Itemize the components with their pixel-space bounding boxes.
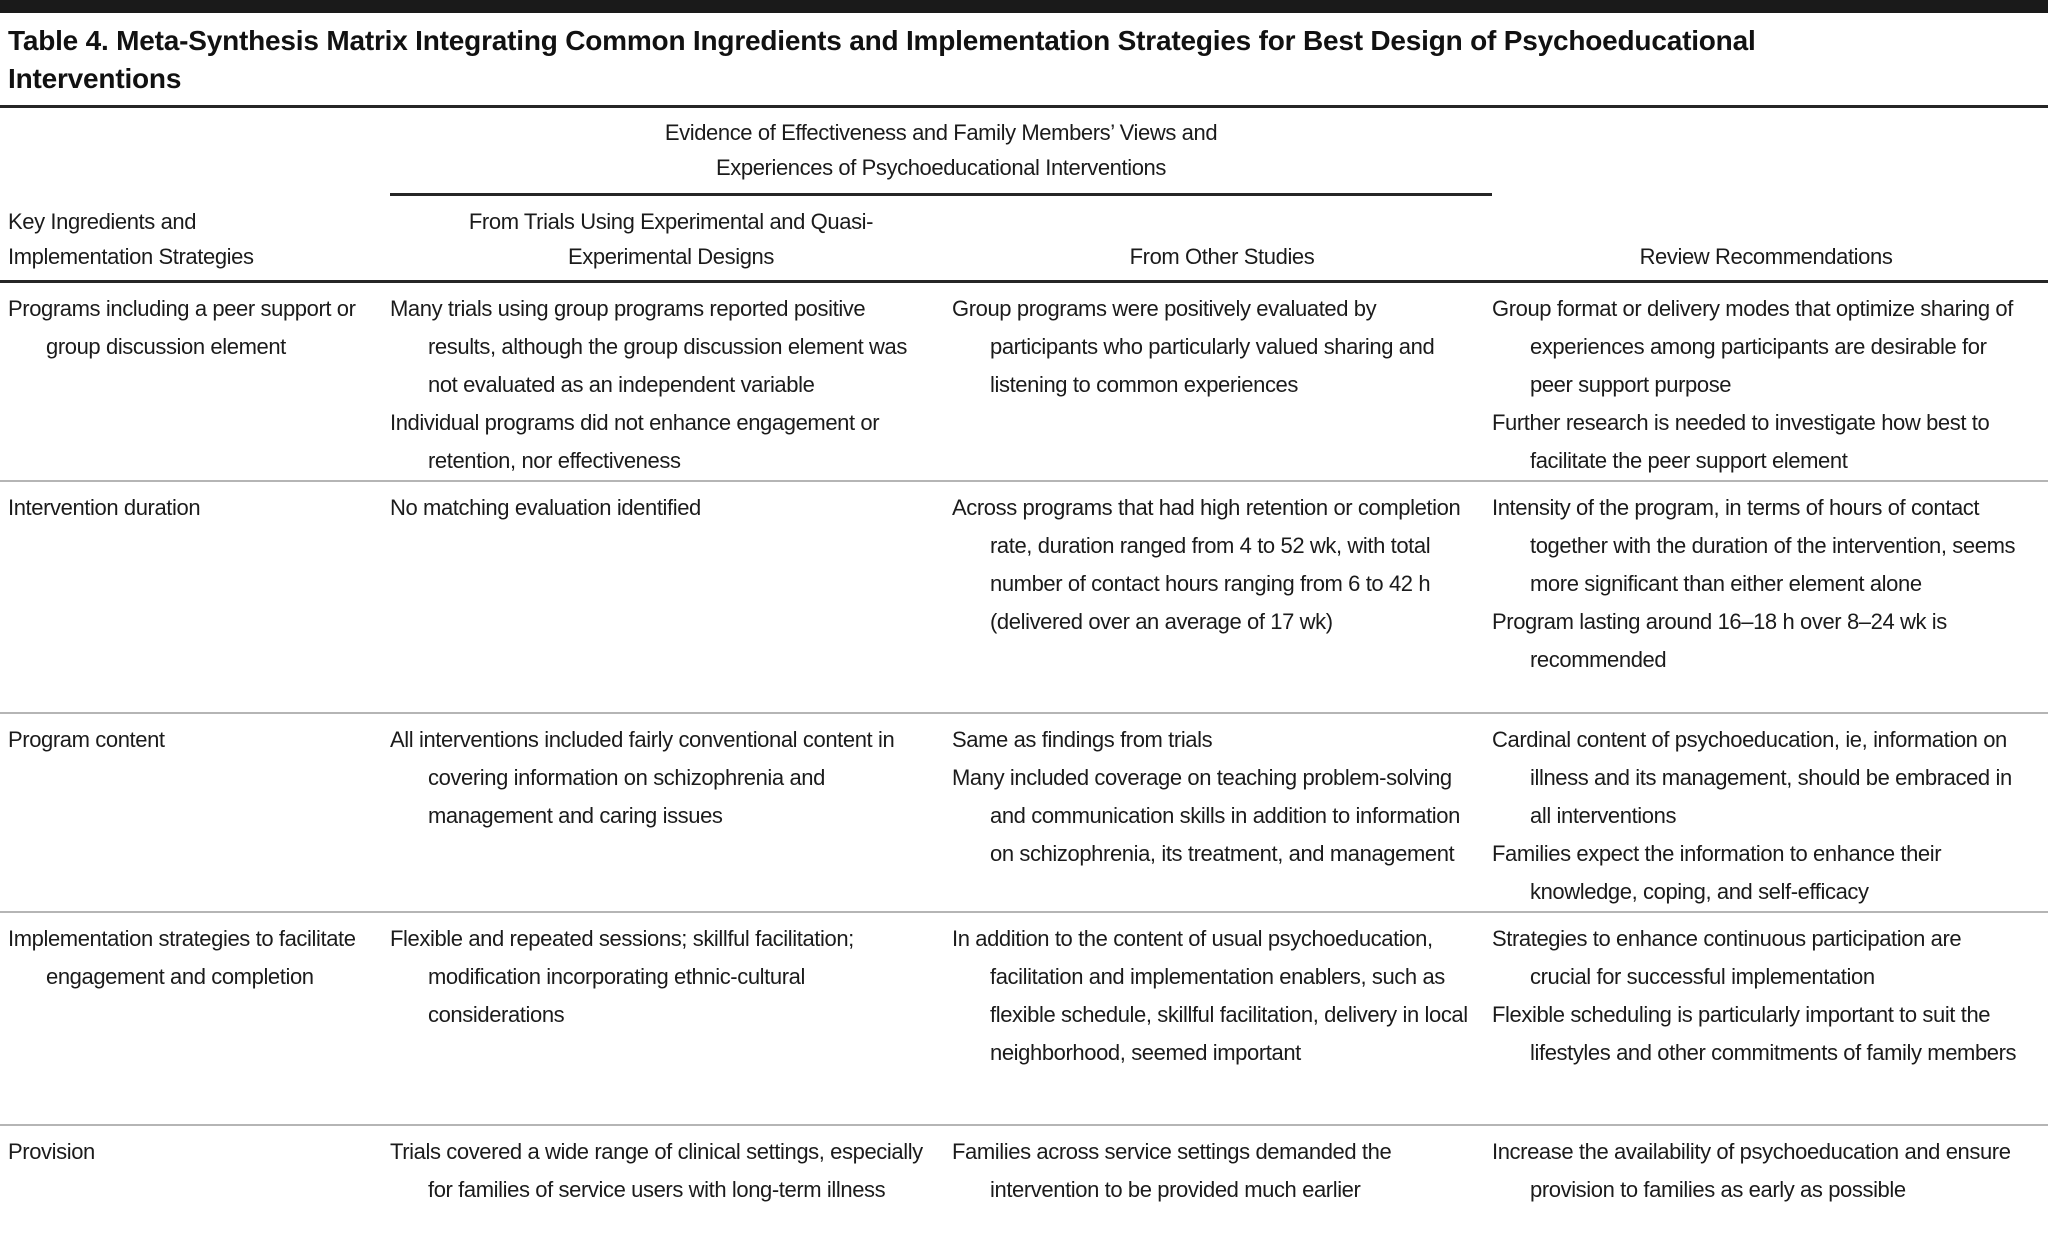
cell-paragraph: Individual programs did not enhance enga… (390, 410, 880, 473)
cell-paragraph: Strategies to enhance continuous partici… (1492, 926, 1962, 989)
cell-paragraph: Same as findings from trials (952, 727, 1213, 752)
cell-ingredient: Implementation strategies to facilitate … (8, 913, 380, 1124)
table-title: Table 4. Meta-Synthesis Matrix Integrati… (8, 25, 1756, 94)
cell-trials: No matching evaluation identified (390, 482, 952, 712)
cell-trials: Many trials using group programs reporte… (390, 283, 952, 480)
cell-paragraph: All interventions included fairly conven… (390, 727, 895, 828)
cell-paragraph: Families expect the information to enhan… (1492, 841, 1942, 904)
cell-other-studies: Across programs that had high retention … (952, 482, 1492, 712)
cell-recommendations: Cardinal content of psychoeducation, ie,… (1492, 714, 2040, 911)
cell-recommendations: Increase the availability of psychoeduca… (1492, 1126, 2040, 1234)
cell-other-studies: In addition to the content of usual psyc… (952, 913, 1492, 1124)
ingredient-text: Programs including a peer support or gro… (8, 296, 356, 359)
cell-paragraph: Group programs were positively evaluated… (952, 296, 1435, 397)
column-header-key-ingredients: Key Ingredients and Implementation Strat… (8, 209, 254, 269)
column-header-from-trials: From Trials Using Experimental and Quasi… (461, 196, 881, 280)
cell-paragraph: In addition to the content of usual psyc… (952, 926, 1468, 1065)
cell-trials: Trials covered a wide range of clinical … (390, 1126, 952, 1234)
ingredient-text: Program content (8, 727, 165, 752)
cell-recommendations: Group format or delivery modes that opti… (1492, 283, 2040, 480)
cell-ingredient: Provision (8, 1126, 380, 1234)
cell-paragraph: Group format or delivery modes that opti… (1492, 296, 2013, 397)
cell-paragraph: Increase the availability of psychoeduca… (1492, 1139, 2011, 1202)
cell-paragraph: Trials covered a wide range of clinical … (390, 1139, 923, 1202)
cell-paragraph: Across programs that had high retention … (952, 495, 1461, 634)
ingredient-text: Implementation strategies to facilitate … (8, 926, 356, 989)
spanner-header: Evidence of Effectiveness and Family Mem… (664, 120, 1218, 180)
cell-other-studies: Group programs were positively evaluated… (952, 283, 1492, 480)
cell-paragraph: Further research is needed to investigat… (1492, 410, 1990, 473)
table-row: Provision Trials covered a wide range of… (0, 1124, 2048, 1234)
cell-trials: Flexible and repeated sessions; skillful… (390, 913, 952, 1124)
cell-paragraph: Families across service settings demande… (952, 1139, 1392, 1202)
cell-recommendations: Strategies to enhance continuous partici… (1492, 913, 2040, 1124)
cell-recommendations: Intensity of the program, in terms of ho… (1492, 482, 2040, 712)
table-row: Implementation strategies to facilitate … (0, 911, 2048, 1124)
cell-other-studies: Same as findings from trials Many includ… (952, 714, 1492, 911)
table-row: Program content All interventions includ… (0, 712, 2048, 911)
cell-paragraph: No matching evaluation identified (390, 495, 701, 520)
table-header: Key Ingredients and Implementation Strat… (0, 108, 2048, 280)
ingredient-text: Intervention duration (8, 495, 201, 520)
ingredient-text: Provision (8, 1139, 95, 1164)
top-rule-band (0, 0, 2048, 13)
cell-ingredient: Program content (8, 714, 380, 911)
cell-paragraph: Many trials using group programs reporte… (390, 296, 907, 397)
cell-ingredient: Intervention duration (8, 482, 380, 712)
cell-ingredient: Programs including a peer support or gro… (8, 283, 380, 480)
cell-paragraph: Flexible scheduling is particularly impo… (1492, 1002, 2017, 1065)
cell-paragraph: Intensity of the program, in terms of ho… (1492, 495, 2016, 596)
title-divider (0, 105, 2048, 108)
column-header-other-studies: From Other Studies (1129, 244, 1315, 269)
column-header-review-recommendations: Review Recommendations (1639, 244, 1893, 269)
table-row: Intervention duration No matching evalua… (0, 480, 2048, 712)
header-divider (0, 280, 2048, 283)
table-row: Programs including a peer support or gro… (0, 283, 2048, 480)
cell-paragraph: Cardinal content of psychoeducation, ie,… (1492, 727, 2012, 828)
column-header-from-trials-label: From Trials Using Experimental and Quasi… (468, 209, 874, 269)
cell-other-studies: Families across service settings demande… (952, 1126, 1492, 1234)
cell-paragraph: Program lasting around 16–18 h over 8–24… (1492, 609, 1947, 672)
cell-trials: All interventions included fairly conven… (390, 714, 952, 911)
cell-paragraph: Flexible and repeated sessions; skillful… (390, 926, 854, 1027)
spanner-header-wrap: Evidence of Effectiveness and Family Mem… (390, 108, 1492, 196)
cell-paragraph: Many included coverage on teaching probl… (952, 765, 1460, 866)
